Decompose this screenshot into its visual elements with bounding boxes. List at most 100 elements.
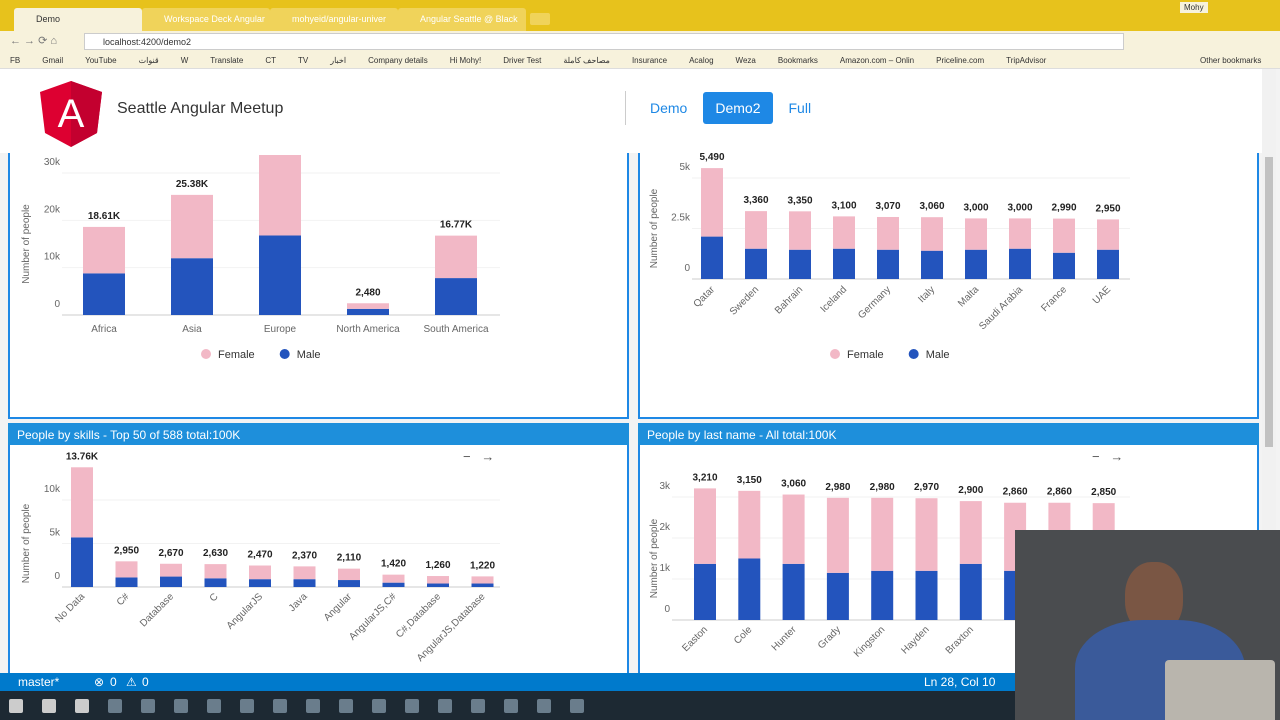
total-label: 3,060 <box>919 201 944 212</box>
taskbar-icon[interactable] <box>174 699 188 713</box>
x-tick-label: Malta <box>956 284 981 309</box>
total-label: 2,630 <box>203 548 228 559</box>
chart: 0 5k 10k Number of people 13.76K No Data 2,950… <box>21 451 500 664</box>
taskbar-icon[interactable] <box>438 699 452 713</box>
taskbar-icon[interactable] <box>537 699 551 713</box>
bookmark[interactable]: Amazon.com – Onlin <box>839 56 915 65</box>
bookmark[interactable]: FB <box>10 56 21 65</box>
tab[interactable]: Angular Seattle @ Black <box>398 8 526 31</box>
bookmark[interactable]: Company details <box>368 56 428 65</box>
total-label: 1,260 <box>425 560 450 571</box>
bar-segment <box>959 563 982 620</box>
bookmark[interactable]: مصاحف كاملة <box>563 56 610 65</box>
nav-link[interactable]: Full <box>788 100 812 116</box>
y-tick-label: 2k <box>659 522 671 533</box>
profile[interactable]: Mohy <box>1180 2 1208 13</box>
tab[interactable]: mohyeid/angular-univer <box>270 8 398 31</box>
bar-segment <box>871 497 894 571</box>
bar-segment <box>738 558 761 620</box>
total-label: 2,860 <box>1047 487 1072 498</box>
y-tick-label: 30k <box>44 157 61 168</box>
taskbar-icon[interactable] <box>471 699 485 713</box>
total-label: 2,950 <box>1095 203 1120 214</box>
taskbar-icon[interactable] <box>570 699 584 713</box>
bar-segment <box>745 248 767 279</box>
taskbar-icon[interactable] <box>240 699 254 713</box>
nav-buttons[interactable]: ← → ⟳ ⌂ <box>10 35 58 47</box>
bar-segment <box>171 258 213 315</box>
divider <box>625 91 626 125</box>
branch[interactable]: master* <box>18 675 60 689</box>
bar-segment <box>347 303 389 309</box>
errors[interactable]: 0 <box>110 675 117 689</box>
taskbar-icon[interactable] <box>504 699 518 713</box>
nav-link[interactable]: Demo <box>650 100 688 116</box>
x-tick-label: South America <box>423 324 488 335</box>
pager[interactable]: − → <box>463 449 495 464</box>
x-tick-label: Hunter <box>770 624 799 653</box>
x-tick-label: C <box>208 591 221 604</box>
bar-segment <box>83 273 125 315</box>
x-tick-label: Sweden <box>728 284 761 317</box>
tab[interactable]: Workspace Deck Angular <box>142 8 270 31</box>
bookmark[interactable]: Acalog <box>689 56 714 65</box>
total-label: 2,370 <box>292 550 317 561</box>
tab[interactable]: Demo <box>14 8 142 31</box>
bookmark[interactable]: W <box>180 56 189 65</box>
nav-link[interactable]: Demo2 <box>703 92 773 124</box>
bookmark[interactable]: Hi Mohy! <box>449 56 482 65</box>
bar-segment <box>1009 218 1031 249</box>
legend-swatch <box>201 349 211 359</box>
y-axis-label: Number of people <box>21 503 32 583</box>
y-tick-label: 0 <box>664 604 670 615</box>
taskbar-icon[interactable] <box>273 699 287 713</box>
y-axis-label: Number of people <box>21 204 32 284</box>
taskbar-icon[interactable] <box>42 699 56 713</box>
cursor-position[interactable]: Ln 28, Col 10 <box>924 675 996 689</box>
bookmark[interactable]: Driver Test <box>503 56 542 65</box>
pager[interactable]: − → <box>1092 449 1124 464</box>
total-label: 18.61K <box>88 211 121 222</box>
taskbar-icon[interactable] <box>207 699 221 713</box>
bar-segment <box>789 249 811 279</box>
bar-segment <box>259 235 301 315</box>
bar-segment <box>471 583 494 587</box>
scrollbar[interactable] <box>1262 69 1276 673</box>
bookmark[interactable]: Translate <box>210 56 244 65</box>
bar-segment <box>1053 218 1075 253</box>
bookmark[interactable]: Weza <box>735 56 756 65</box>
bookmark[interactable]: Gmail <box>42 56 64 65</box>
taskbar-icon[interactable] <box>75 699 89 713</box>
bookmark[interactable]: Priceline.com <box>936 56 985 65</box>
taskbar-icon[interactable] <box>9 699 23 713</box>
x-tick-label: Italy <box>916 284 937 305</box>
address-bar[interactable]: localhost:4200/demo2 <box>84 33 1124 50</box>
taskbar-icon[interactable] <box>108 699 122 713</box>
panel <box>638 153 1259 419</box>
taskbar-icon[interactable] <box>306 699 320 713</box>
bar-segment <box>782 494 805 564</box>
bookmark[interactable]: TV <box>297 56 309 65</box>
bar-segment <box>782 563 805 620</box>
taskbar-icon[interactable] <box>339 699 353 713</box>
bookmark[interactable]: YouTube <box>85 56 117 65</box>
taskbar-icon[interactable] <box>141 699 155 713</box>
bar-segment <box>921 250 943 279</box>
warnings[interactable]: 0 <box>142 675 149 689</box>
bar-segment <box>694 563 716 620</box>
bookmark[interactable]: TripAdvisor <box>1006 56 1047 65</box>
taskbar-icon[interactable] <box>405 699 419 713</box>
scroll-thumb[interactable] <box>1265 157 1273 447</box>
bookmark[interactable]: قنوات <box>138 56 159 65</box>
bookmark[interactable]: Other bookmarks <box>1200 56 1262 65</box>
bookmark[interactable]: Bookmarks <box>777 56 818 65</box>
bar-segment <box>833 248 855 279</box>
bookmark[interactable]: Insurance <box>631 56 668 65</box>
taskbar-icon[interactable] <box>372 699 386 713</box>
new-tab[interactable] <box>530 13 550 25</box>
x-tick-label: Iceland <box>819 284 850 315</box>
bookmark[interactable]: اخبار <box>330 56 347 65</box>
bar-segment <box>382 574 405 583</box>
bookmark[interactable]: CT <box>265 56 276 65</box>
chart: 0 2.5k 5k Number of people 5,490 Qatar 3,360 Sw… <box>649 153 1130 361</box>
